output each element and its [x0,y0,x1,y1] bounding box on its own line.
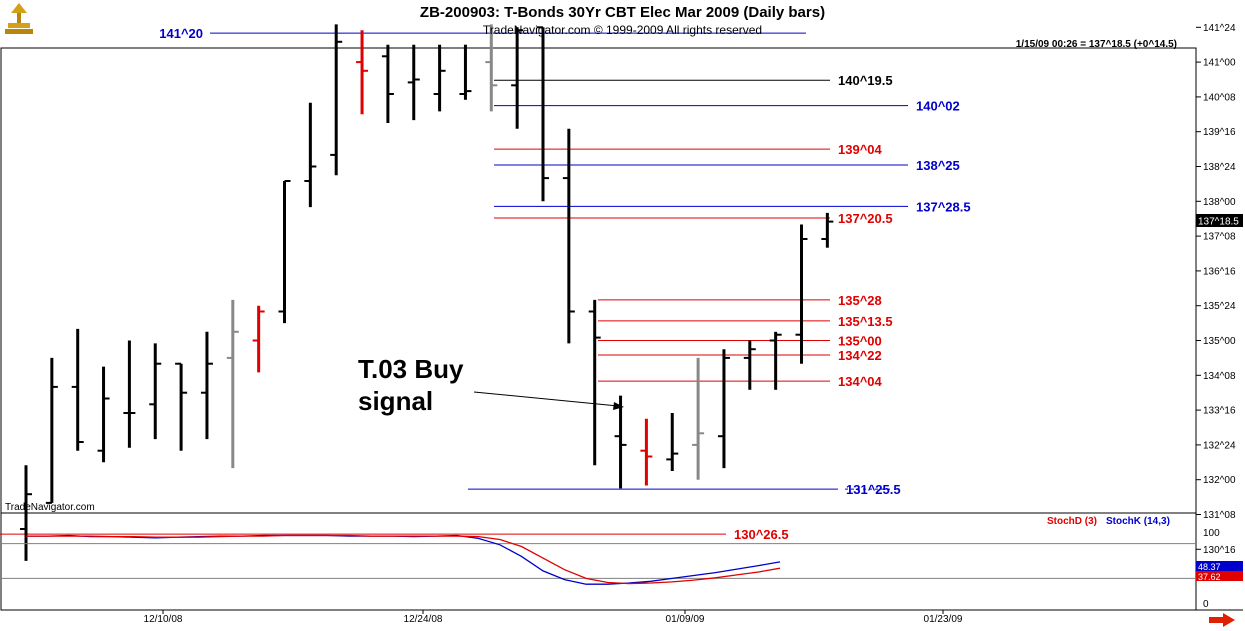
y-tick-label: 141^00 [1203,58,1236,69]
buy-signal-label: T.03 Buy [358,354,464,384]
y-tick-label: 140^08 [1203,92,1236,103]
level-label: 135^00 [838,334,882,349]
y-tick-label: 131^08 [1203,510,1236,521]
y-tick-label: 135^00 [1203,336,1236,347]
x-tick-label: 01/23/09 [924,614,963,625]
buy-signal-label: signal [358,386,433,416]
level-label: 130^26.5 [734,527,789,542]
y-tick-label: 138^00 [1203,197,1236,208]
stochd-value-tag [1196,571,1243,581]
y-tick-label: 141^24 [1203,23,1236,34]
level-label: 137^20.5 [838,211,893,226]
y-tick-label: 139^16 [1203,127,1236,138]
x-tick-label: 12/24/08 [404,614,443,625]
stochk-value-label: 48.37 [1198,562,1221,572]
level-label: 140^02 [916,99,960,114]
y-tick-label: 132^24 [1203,440,1236,451]
stochd-value-label: 37.62 [1198,572,1221,582]
y-tick-label: 133^16 [1203,406,1236,417]
level-label: 135^28 [838,293,882,308]
last-price-tag [1196,214,1243,227]
stochd-line [26,534,781,585]
x-tick-label: 12/10/08 [144,614,183,625]
level-label: 134^22 [838,348,882,363]
buy-signal-arrow [473,391,619,407]
level-label: 135^13.5 [838,314,893,329]
stoch-axis-label: 100 [1203,528,1220,539]
scroll-right-arrow-icon[interactable] [1207,613,1237,627]
level-label: 141^20 [159,26,203,41]
level-label: 131^25.5 [846,482,901,497]
last-quote: 1/15/09 00:26 = 137^18.5 (+0^14.5) [1015,39,1177,50]
y-tick-label: 138^24 [1203,162,1236,173]
buy-signal-arrowhead [613,402,624,410]
level-label: 134^04 [838,374,883,389]
chart-title: ZB-200903: T-Bonds 30Yr CBT Elec Mar 200… [419,4,826,21]
y-tick-label: 132^00 [1203,475,1236,486]
stochk-line [26,534,781,585]
level-label: 137^28.5 [916,199,971,214]
stochk-legend: StochK (14,3) [1106,516,1170,527]
stochk-value-tag [1196,561,1243,571]
last-price-label: 137^18.5 [1198,217,1239,228]
x-tick-label: 01/09/09 [666,614,705,625]
level-label: 138^25 [916,158,960,173]
indicator-panel-frame [0,512,1197,611]
watermark-text: TradeNavigator.com [5,502,95,513]
y-tick-label: 136^16 [1203,266,1236,277]
y-tick-label: 135^24 [1203,301,1236,312]
chart-subtitle: TradeNavigator.com © 1999-2009 All right… [482,23,763,37]
y-tick-label: 130^16 [1203,545,1236,556]
stochd-legend: StochD (3) [1047,516,1097,527]
level-label: 139^04 [838,142,883,157]
stoch-axis-label: 0 [1203,599,1209,610]
y-tick-label: 134^08 [1203,371,1236,382]
trade-navigator-logo-icon [5,3,33,34]
y-tick-label: 137^08 [1203,232,1236,243]
level-label: 140^19.5 [838,73,893,88]
